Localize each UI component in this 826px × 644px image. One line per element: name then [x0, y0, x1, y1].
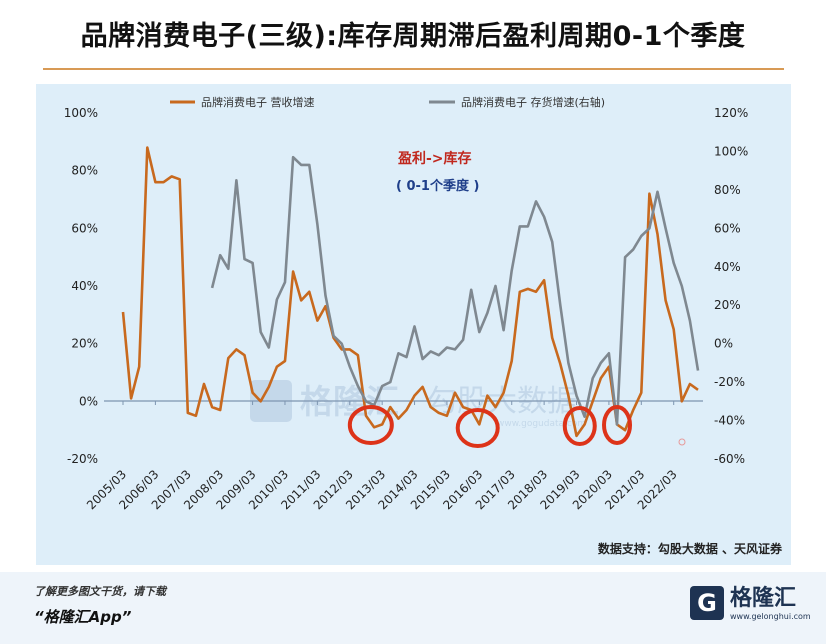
left-axis: 100% 80% 60% 40% 20% 0% -20% [64, 106, 98, 466]
right-tick-label: 60% [714, 221, 741, 235]
left-tick-label: 60% [71, 221, 98, 235]
left-tick-label: 100% [64, 106, 98, 120]
right-tick-label: 20% [714, 298, 741, 312]
highlight-circle [347, 405, 394, 445]
right-tick-label: 80% [714, 183, 741, 197]
annotation-profit-inventory: 盈利->库存 [397, 150, 472, 167]
download-note: 了解更多图文干货，请下载 [34, 585, 166, 598]
source-note: 数据支持：勾股大数据 、天风证券 [597, 542, 782, 556]
series-line-inventory [210, 155, 700, 426]
page-title: 品牌消费电子(三级):库存周期滞后盈利周期0-1个季度 [80, 21, 746, 52]
watermark-url: www.gogudata.com [497, 419, 586, 429]
left-tick-label: 0% [79, 394, 98, 408]
title-divider [43, 68, 784, 70]
legend-label-inventory: 品牌消费电子 存货增速(右轴) [461, 95, 605, 109]
right-tick-label: -60% [714, 452, 745, 466]
plot-panel [36, 84, 791, 565]
watermark: 格隆汇 勾股大数据 www.gogudata.com [250, 380, 586, 429]
right-tick-label: 40% [714, 260, 741, 274]
left-tick-label: -20% [67, 452, 98, 466]
end-marker-dot [678, 438, 686, 446]
highlight-circle [602, 405, 633, 445]
right-tick-label: 120% [714, 106, 748, 120]
right-tick-label: -20% [714, 375, 745, 389]
highlight-circles [347, 405, 633, 448]
left-tick-label: 40% [71, 279, 98, 293]
legend-label-revenue: 品牌消费电子 营收增速 [201, 95, 315, 109]
right-tick-label: 100% [714, 144, 748, 158]
left-tick-label: 20% [71, 337, 98, 351]
right-tick-label: -40% [714, 414, 745, 428]
right-tick-label: 0% [714, 337, 733, 351]
annotation-lag-quarters: ( 0-1个季度 ) [396, 178, 479, 194]
series-line-revenue [121, 146, 699, 438]
highlight-circle [562, 406, 597, 446]
logo-g-icon: G [690, 586, 724, 620]
footer-panel [0, 572, 826, 644]
app-name: “格隆汇App” [34, 608, 132, 626]
logo-url: www.gelonghui.com [730, 612, 811, 621]
left-tick-label: 80% [71, 164, 98, 178]
highlight-circle [455, 408, 500, 448]
logo-text: 格隆汇 [730, 586, 797, 611]
right-axis: 120% 100% 80% 60% 40% 20% 0% -20% -40% -60% [714, 106, 748, 466]
legend: 品牌消费电子 营收增速 品牌消费电子 存货增速(右轴) [170, 95, 605, 109]
